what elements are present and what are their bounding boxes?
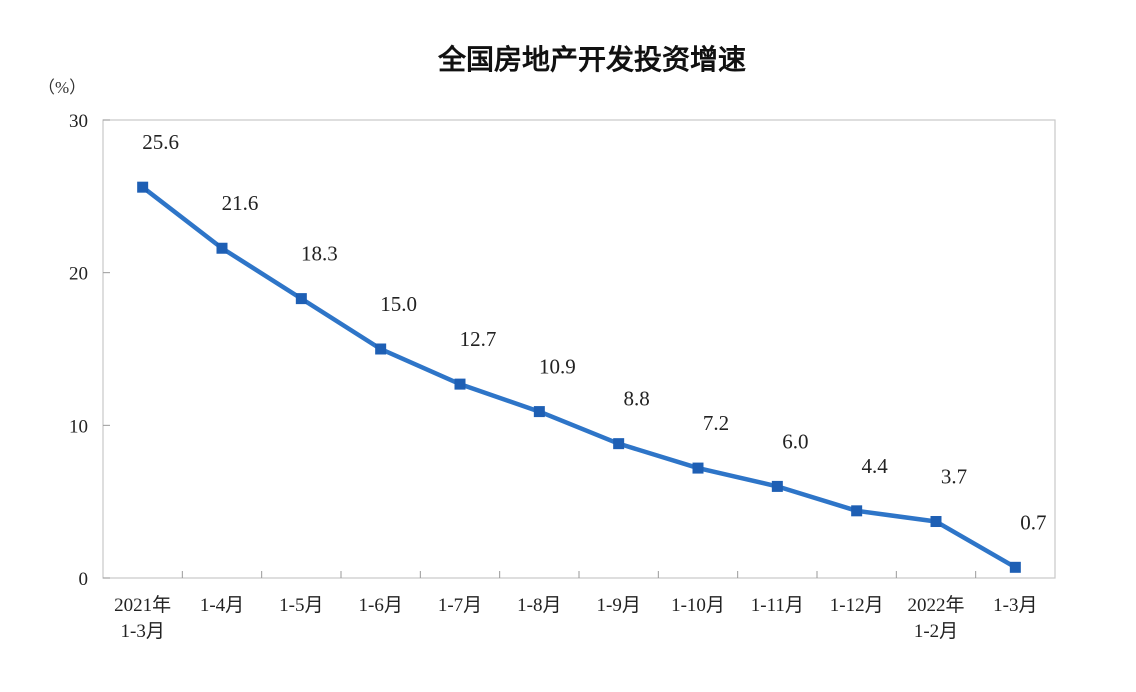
data-label: 7.2 xyxy=(703,411,729,435)
data-label: 0.7 xyxy=(1020,510,1046,534)
x-tick-label: 2021年 1-3月 xyxy=(114,594,171,642)
y-tick-label: 20 xyxy=(69,264,88,285)
x-tick-label: 1-12月 xyxy=(830,595,884,616)
data-markers xyxy=(137,181,1021,573)
x-tick-label: 1-3月 xyxy=(993,595,1037,616)
x-tick-label: 1-10月 xyxy=(671,595,725,616)
plot-frame xyxy=(102,119,1056,579)
y-tick-label: 30 xyxy=(69,111,88,132)
chart-title: 全国房地产开发投资增速 xyxy=(437,43,746,76)
data-label: 15.0 xyxy=(380,292,417,316)
x-axis: 2021年 1-3月 1-4月 1-5月 1-6月 1-7月 1-8月 1-9月 1-10月 1-… xyxy=(114,571,1037,642)
data-point xyxy=(137,181,149,193)
y-tick-label: 0 xyxy=(79,569,89,590)
x-tick-label: 1-6月 xyxy=(359,595,403,616)
data-point xyxy=(613,438,625,450)
x-tick-label: 1-8月 xyxy=(517,595,561,616)
data-point xyxy=(692,462,704,474)
data-point xyxy=(295,293,307,305)
data-label: 12.7 xyxy=(460,327,497,351)
series-line xyxy=(140,184,1018,570)
data-point xyxy=(851,505,863,517)
data-point xyxy=(454,378,466,390)
data-label: 25.6 xyxy=(142,130,179,154)
x-tick-label: 2022年 1-2月 xyxy=(907,594,964,642)
data-point xyxy=(533,406,545,418)
data-label: 18.3 xyxy=(301,242,338,266)
data-label: 8.8 xyxy=(624,387,650,411)
data-point xyxy=(1009,561,1021,573)
data-point xyxy=(216,242,228,254)
data-label: 21.6 xyxy=(222,191,259,215)
x-tick-label: 1-9月 xyxy=(597,595,641,616)
data-point xyxy=(375,343,387,355)
data-label: 3.7 xyxy=(941,465,967,489)
data-point xyxy=(930,516,942,528)
y-axis-unit: （%） xyxy=(38,78,86,97)
data-point xyxy=(771,480,783,492)
y-axis: 0 10 20 30 xyxy=(69,111,110,590)
x-tick-label: 1-5月 xyxy=(279,595,323,616)
data-label: 10.9 xyxy=(539,355,576,379)
data-label: 4.4 xyxy=(862,454,889,478)
data-label: 6.0 xyxy=(782,429,808,453)
x-tick-label: 1-7月 xyxy=(438,595,482,616)
y-tick-label: 10 xyxy=(69,416,88,437)
x-tick-label: 1-4月 xyxy=(200,595,244,616)
x-tick-label: 1-11月 xyxy=(751,595,804,616)
data-labels: 25.6 21.6 18.3 15.0 12.7 10.9 8.8 7.2 6.0 4.4 3.7 0… xyxy=(142,130,1046,534)
